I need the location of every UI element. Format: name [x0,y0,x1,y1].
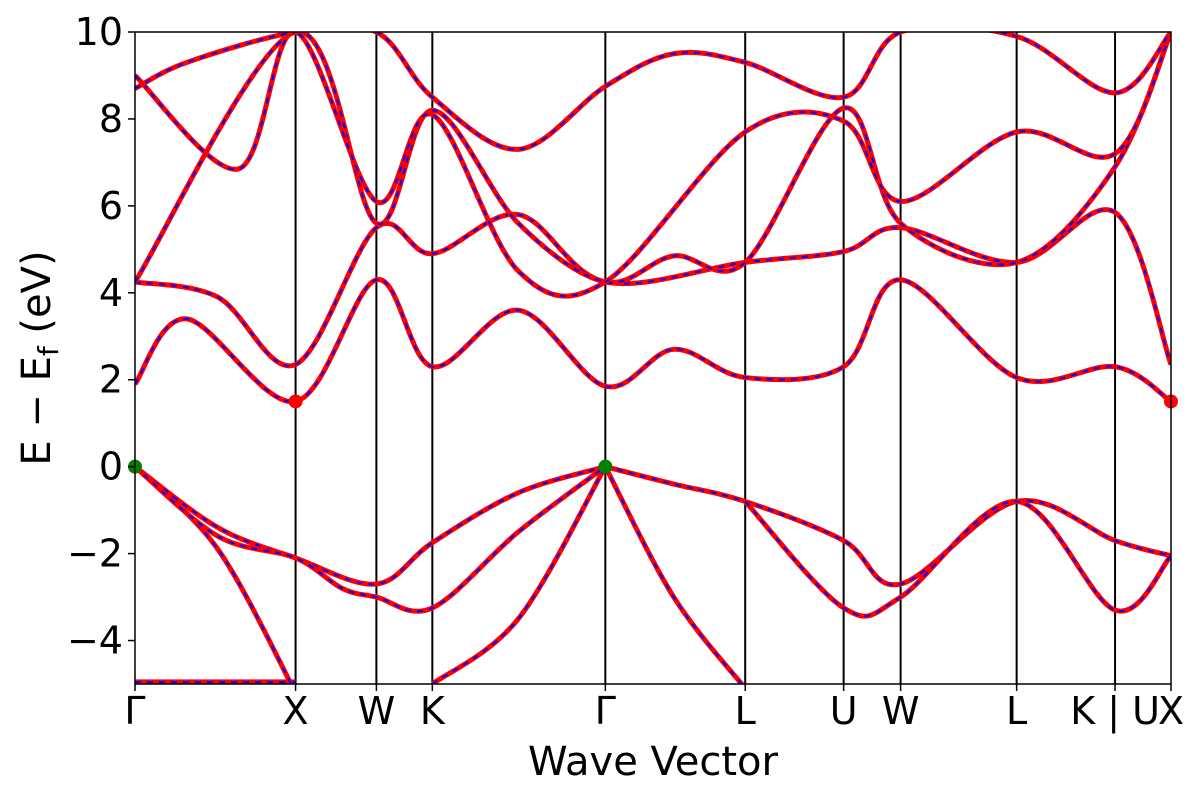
y-axis-title: E − Ef (eV) [14,250,65,465]
y-axis-title-unit: (eV) [14,250,60,346]
high-symmetry-lines [294,32,1117,684]
band-line-dft [135,277,1171,404]
vbm-marker [598,459,613,474]
band-line-fit [605,465,1171,586]
x-tick-label: L [735,689,756,733]
x-tick-label: K | U [1070,689,1160,734]
x-tick-label: W [358,689,396,733]
plot-frame [134,31,1172,685]
x-tick-label: U [830,689,858,733]
band-line-dft [135,464,294,684]
x-tick-label: W [882,689,920,733]
y-tick-label: 6 [99,184,123,228]
y-tick-label: −2 [67,532,123,576]
x-tick-label: X [283,689,309,733]
band-line-fit [135,278,1171,403]
band-line-fit [431,466,607,684]
band-line-dft [743,498,1171,619]
band-line-dft [430,465,608,684]
x-tick-label: Γ [595,689,616,733]
band-line-fit [604,466,743,684]
band-line-fit [135,465,606,613]
y-tick-label: 4 [99,271,123,315]
y-axis-title-subscript: f [32,345,65,356]
band-line-dft [135,32,1171,299]
y-tick-label: 0 [99,445,123,489]
y-tick-label: 2 [99,358,123,402]
x-tick-label: K [420,689,446,733]
band-lines [135,32,1171,684]
band-line-fit [744,500,1171,618]
y-tick-label: 10 [75,10,123,54]
y-axis-ticks: −4 −2 0 2 4 6 8 10 [67,10,135,663]
x-tick-label: L [1006,689,1027,733]
x-axis-title: Wave Vector [528,739,779,785]
band-line-fit [135,32,1171,298]
y-tick-label: 8 [99,97,123,141]
band-line-fit [135,465,293,684]
cbm-marker [288,394,303,409]
x-tick-label: Γ [124,689,145,733]
band-line-fit [135,32,1171,151]
band-edge-markers [128,394,1178,474]
y-tick-label: −4 [67,619,123,663]
band-line-fit [135,32,1171,284]
band-line-dft [135,32,1171,286]
band-line-dft [135,464,607,587]
y-axis-title-main: E − E [14,356,60,466]
x-tick-label: X [1158,689,1184,733]
band-line-dft [603,465,745,684]
